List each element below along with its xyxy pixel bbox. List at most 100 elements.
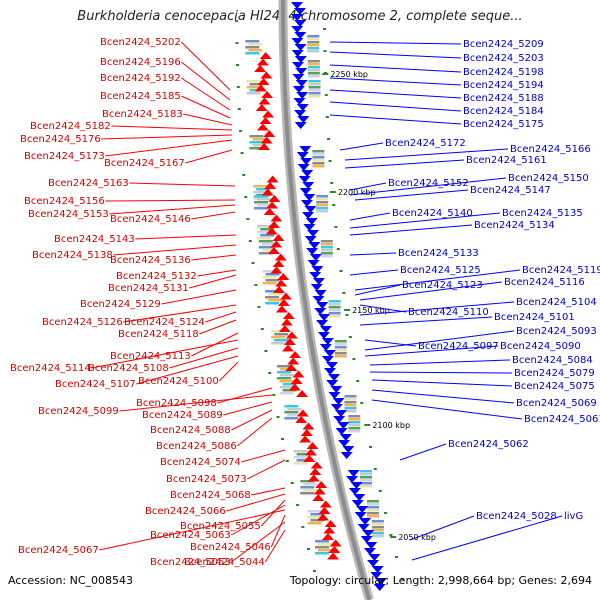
gene-label-right[interactable]: Bcen2424_5075 [514,381,595,392]
gene-label-right[interactable]: Bcen2424_5166 [510,144,591,155]
topology-text: Topology: circular; Length: 2,998,664 bp… [289,574,592,587]
feature-box-rev [360,476,373,479]
gene-label-right[interactable]: Bcen2424_5125 [400,265,481,276]
feature-box-rev [320,255,333,258]
gene-label-left[interactable]: Bcen2424_5183 [102,109,183,120]
gene-label-right[interactable]: Bcen2424_5161 [466,155,547,166]
gene-label-right[interactable]: Bcen2424_5203 [463,53,544,64]
feature-box-rev [360,485,373,488]
gene-label-left[interactable]: Bcen2424_5063 [150,530,231,541]
gene-label-left[interactable]: Bcen2424_5143 [54,234,135,245]
forward-gene-arrow [323,526,336,534]
gene-label-right[interactable]: Bcen2424_5069 [516,398,597,409]
gene-label-right[interactable]: Bcen2424_5194 [463,80,544,91]
gene-label-left[interactable]: Bcen2424_5067 [18,545,99,556]
gene-label-right[interactable]: Bcen2424_5172 [385,138,466,149]
gene-label-right[interactable]: Bcen2424_5184 [463,106,544,117]
reverse-gene-arrow [332,398,345,405]
gene-label-left[interactable]: Bcen2424_5153 [28,209,109,220]
gene-label-left[interactable]: Bcen2424_5192 [100,73,181,84]
gene-label-left[interactable]: Bcen2424_5089 [142,410,223,421]
gene-label-right[interactable]: Bcen2424_5093 [516,326,597,337]
gene-label-right[interactable]: Bcen2424_5209 [463,39,544,50]
gene-label-right[interactable]: Bcen2424_5133 [398,248,479,259]
gene-label-left[interactable]: Bcen2424_5146 [110,214,191,225]
gene-label-left[interactable]: Bcen2424_5129 [80,299,161,310]
gene-label-left[interactable]: Bcen2424_5046 [190,542,271,553]
gene-label-left[interactable]: Bcen2424_5066 [145,506,226,517]
gene-label-right[interactable]: Bcen2424_5061 [524,414,600,425]
gene-label-right[interactable]: Bcen2424_5028 [476,511,557,522]
gene-label-right[interactable]: Bcen2424_5104 [516,297,597,308]
gene-label-left[interactable]: Bcen2424_5100 [138,376,219,387]
gene-label-left[interactable]: Bcen2424_5124 [124,317,205,328]
gene-label-left[interactable]: Bcen2424_5113 [110,351,191,362]
reverse-gene-arrow [323,350,336,357]
gene-label-right[interactable]: Bcen2424_5090 [500,341,581,352]
gene-label-right[interactable]: Bcen2424_5140 [392,208,473,219]
gene-label-right[interactable]: Bcen2424_5084 [512,355,593,366]
forward-gene-arrow [259,52,272,59]
gene-label-left[interactable]: Bcen2424_5176 [20,134,101,145]
gene-label-left[interactable]: Bcen2424_5098 [136,398,217,409]
forward-gene-arrow [313,487,326,495]
forward-gene-arrow [319,500,332,508]
gene-label-left[interactable]: Bcen2424_5088 [150,425,231,436]
gene-label-right[interactable]: Bcen2424_5152 [388,178,469,189]
gene-label-right[interactable]: Bcen2424_5119 [522,265,600,276]
gene-label-right[interactable]: livG [564,511,583,522]
gene-label-left[interactable]: Bcen2424_5126 [42,317,123,328]
feature-box-fwd [262,270,277,273]
connector-line [231,521,286,563]
gene-label-right[interactable]: Bcen2424_5079 [514,368,595,379]
gene-label-left[interactable]: Bcen2424_5185 [100,91,181,102]
gene-label-right[interactable]: Bcen2424_5175 [463,119,544,130]
gene-label-left[interactable]: Bcen2424_5196 [100,57,181,68]
gene-label-right[interactable]: Bcen2424_5135 [502,208,583,219]
tick-mark [295,504,299,506]
gene-label-right[interactable]: Bcen2424_5134 [474,220,555,231]
gene-label-left[interactable]: Bcen2424_5073 [166,474,247,485]
gene-label-left[interactable]: Bcen2424_5173 [24,151,105,162]
gene-label-left[interactable]: Bcen2424_5131 [108,283,189,294]
gene-label-right[interactable]: Bcen2424_5116 [504,277,585,288]
gene-label-left[interactable]: Bcen2424_5167 [104,158,185,169]
gene-label-left[interactable]: Bcen2424_5099 [38,406,119,417]
feature-box-fwd [265,279,280,282]
gene-label-left[interactable]: Bcen2424_5044 [184,557,265,568]
gene-label-left[interactable]: Bcen2424_5156 [24,196,105,207]
gene-label-left[interactable]: Bcen2424_5182 [30,121,111,132]
feature-box-fwd [296,459,311,462]
gene-label-left[interactable]: Bcen2424_5163 [48,178,129,189]
gene-label-left[interactable]: Bcen2424_5114 [10,363,91,374]
gene-label-right[interactable]: Bcen2424_5198 [463,67,544,78]
gene-label-left[interactable]: Bcen2424_5074 [160,457,241,468]
reverse-gene-arrow [335,428,348,435]
gene-label-right[interactable]: Bcen2424_5188 [463,93,544,104]
gene-label-left[interactable]: Bcen2424_5108 [88,363,169,374]
feature-box-fwd [317,543,332,546]
forward-gene-arrow [263,130,276,137]
gene-label-left[interactable]: Bcen2424_5202 [100,37,181,48]
gene-label-right[interactable]: Bcen2424_5110 [408,307,489,318]
gene-label-left[interactable]: Bcen2424_5086 [156,441,237,452]
gene-label-right[interactable]: Bcen2424_5101 [494,312,575,323]
gene-label-right[interactable]: Bcen2424_5062 [448,439,529,450]
reverse-gene-arrow [309,272,322,279]
gene-label-left[interactable]: Bcen2424_5068 [170,490,251,501]
gene-label-left[interactable]: Bcen2424_5136 [110,255,191,266]
gene-label-left[interactable]: Bcen2424_5107 [55,379,136,390]
gene-label-left[interactable]: Bcen2424_5118 [118,329,199,340]
gene-label-left[interactable]: Bcen2424_5138 [32,250,113,261]
gene-label-right[interactable]: Bcen2424_5150 [508,173,589,184]
gene-label-right[interactable]: Bcen2424_5123 [402,280,483,291]
gene-label-right[interactable]: Bcen2424_5097 [418,341,499,352]
gene-label-left[interactable]: Bcen2424_5132 [116,271,197,282]
reverse-gene-arrow [302,182,315,189]
reverse-gene-arrow [300,158,313,165]
connector-line [231,409,273,431]
gene-label-right[interactable]: Bcen2424_5147 [470,185,551,196]
gene-label-left[interactable]: Bcen2424_5053 [150,557,231,568]
gene-label-left[interactable]: Bcen2424_5055 [180,521,261,532]
